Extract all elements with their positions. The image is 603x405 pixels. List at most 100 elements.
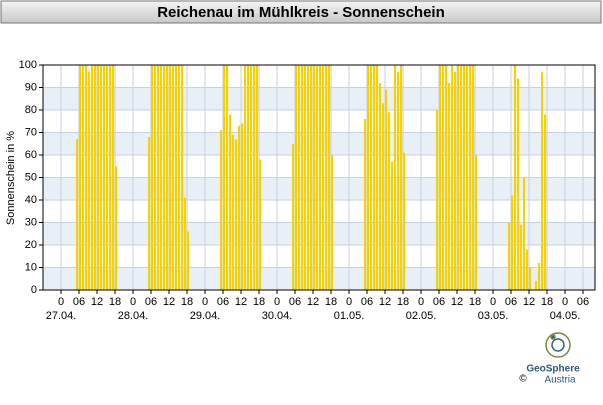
bar [241, 123, 244, 290]
bar [244, 65, 247, 290]
bar [187, 231, 190, 290]
bar [295, 65, 298, 290]
bar [160, 65, 163, 290]
bar [538, 263, 541, 290]
bar [220, 130, 223, 290]
bar [316, 65, 319, 290]
bar [247, 65, 250, 290]
bar [154, 65, 157, 290]
title-bar [0, 0, 602, 24]
x-tick-label: 18 [325, 296, 337, 308]
bar [166, 65, 169, 290]
bar [436, 110, 439, 290]
date-label: 28.04. [118, 310, 149, 322]
bar [382, 103, 385, 290]
x-tick-label: 18 [253, 296, 265, 308]
bar [310, 65, 313, 290]
bar [472, 65, 475, 290]
bar [232, 134, 235, 290]
x-tick-label: 18 [181, 296, 193, 308]
bar [157, 65, 160, 290]
bar [529, 267, 532, 290]
bar [163, 65, 166, 290]
x-tick-label: 0 [346, 296, 352, 308]
x-tick-label: 18 [469, 296, 481, 308]
bar [292, 143, 295, 290]
bar [448, 83, 451, 290]
bar [454, 71, 457, 290]
y-tick-label: 70 [25, 126, 37, 138]
x-tick-label: 0 [490, 296, 496, 308]
logo [545, 332, 571, 358]
bar [364, 119, 367, 290]
bar [475, 155, 478, 290]
bar [148, 137, 151, 290]
y-tick-label: 80 [25, 104, 37, 116]
bar [181, 65, 184, 290]
bar [322, 65, 325, 290]
bar [229, 114, 232, 290]
bar [250, 65, 253, 290]
date-label: 04.05. [550, 310, 581, 322]
bar [301, 65, 304, 290]
bar [313, 65, 316, 290]
x-tick-label: 06 [145, 296, 157, 308]
bar [508, 222, 511, 290]
bar [451, 65, 454, 290]
bar [151, 65, 154, 290]
bar [511, 195, 514, 290]
date-label: 02.05. [406, 310, 437, 322]
bar [103, 65, 106, 290]
bar [325, 65, 328, 290]
x-tick-label: 06 [217, 296, 229, 308]
bar [97, 65, 100, 290]
x-tick-label: 0 [202, 296, 208, 308]
x-tick-label: 06 [361, 296, 373, 308]
bar [460, 65, 463, 290]
bar [457, 65, 460, 290]
bar [100, 65, 103, 290]
bar [175, 65, 178, 290]
x-tick-label: 12 [235, 296, 247, 308]
bar [259, 159, 262, 290]
x-tick-label: 12 [379, 296, 391, 308]
bar [112, 65, 115, 290]
bar [88, 71, 91, 290]
bar [328, 65, 331, 290]
bar [319, 65, 322, 290]
bar [442, 65, 445, 290]
y-axis-label: Sonnenschein in % [5, 131, 17, 225]
bar [79, 65, 82, 290]
x-tick-label: 12 [163, 296, 175, 308]
bar [373, 65, 376, 290]
bar [445, 65, 448, 290]
plot-border [42, 64, 596, 291]
y-tick-label: 0 [31, 284, 37, 296]
y-tick-label: 10 [25, 261, 37, 273]
bar [91, 65, 94, 290]
y-tick-label: 30 [25, 216, 37, 228]
bar [331, 155, 334, 290]
bar [517, 78, 520, 290]
chart-title: Reichenau im Mühlkreis - Sonnenschein [157, 4, 445, 21]
x-tick-label: 0 [562, 296, 568, 308]
bar [379, 83, 382, 290]
bar [178, 65, 181, 290]
x-tick-label: 06 [73, 296, 85, 308]
x-tick-label: 0 [58, 296, 64, 308]
bar [85, 65, 88, 290]
x-tick-label: 12 [307, 296, 319, 308]
bar [94, 65, 97, 290]
date-label: 01.05. [334, 310, 365, 322]
bar [523, 177, 526, 290]
bar [367, 65, 370, 290]
date-label: 03.05. [478, 310, 509, 322]
y-tick-label: 20 [25, 239, 37, 251]
bar [391, 161, 394, 290]
date-label: 27.04. [46, 310, 77, 322]
bar [82, 65, 85, 290]
bar [388, 112, 391, 290]
x-tick-label: 0 [274, 296, 280, 308]
y-tick-label: 100 [19, 59, 37, 71]
